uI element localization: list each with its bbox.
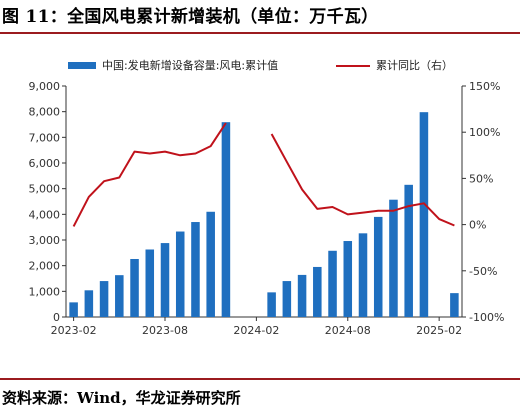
left-tick-label: 2,000 [29,260,61,273]
legend-bar-label: 中国:发电新增设备容量:风电:累计值 [102,58,278,72]
left-tick-label: 6,000 [29,157,61,170]
line-series [72,122,455,227]
left-tick-label: 5,000 [29,183,61,196]
bar [99,281,109,317]
bar [84,290,94,317]
legend-bar-swatch [68,62,96,69]
bar [145,249,155,317]
bar [313,266,322,317]
title-rule [0,32,520,34]
source-note: 资料来源：Wind，华龙证券研究所 [2,389,241,407]
bar [175,231,185,317]
legend-line-label: 累计同比（右） [376,58,453,72]
x-tick-label: 2023-08 [142,324,188,337]
bar [191,222,200,317]
left-tick-label: 1,000 [29,285,61,298]
bar [373,216,383,317]
bar [115,275,124,317]
bar [328,250,337,317]
right-tick-label: 0% [469,219,486,232]
bar [69,302,78,317]
left-tick-label: 7,000 [29,131,61,144]
line-series-path [72,122,227,227]
bar [450,293,459,317]
left-tick-label: 4,000 [29,208,61,221]
right-tick-label: 150% [469,80,500,93]
chart-axes: 0 1,000 2,000 3,000 4,000 5,000 6,000 7,000 8,00… [29,80,505,337]
bar [297,274,307,317]
left-tick-label: 9,000 [29,80,61,93]
right-tick-label: -100% [469,311,504,324]
bar [419,112,429,318]
bar [389,199,398,317]
bar [130,258,139,317]
right-tick-label: 100% [469,126,500,139]
left-tick-label: 0 [53,311,60,324]
bar [282,281,292,317]
line-series-path [270,133,455,227]
bar [404,184,413,317]
bar [343,241,353,317]
x-tick-label: 2023-02 [51,324,97,337]
bar [160,243,170,317]
chart-legend: 中国:发电新增设备容量:风电:累计值 累计同比（右） [68,58,453,72]
bar [267,292,276,317]
figure-title: 图 11：全国风电累计新增装机（单位：万千瓦） [2,7,379,27]
left-tick-label: 8,000 [29,106,61,119]
wind-capacity-chart: 中国:发电新增设备容量:风电:累计值 累计同比（右） 0 1,000 2,000 3,… [29,58,505,337]
x-tick-label: 2024-08 [325,324,371,337]
left-tick-label: 3,000 [29,234,61,247]
bar-series [69,112,459,318]
x-tick-label: 2024-02 [233,324,279,337]
bar [206,211,215,317]
bar [221,122,231,317]
right-tick-label: -50% [469,265,497,278]
right-tick-label: 50% [469,172,493,185]
x-tick-label: 2025-02 [416,324,462,337]
bar [358,233,368,317]
source-rule [0,378,520,380]
